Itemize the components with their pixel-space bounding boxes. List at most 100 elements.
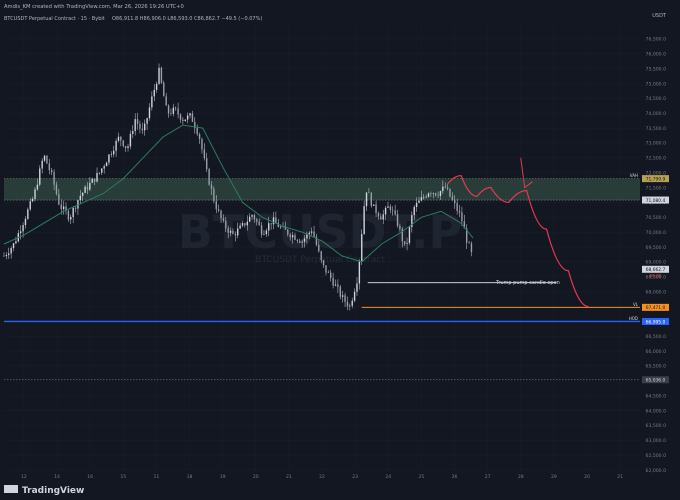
candle-body (353, 291, 356, 301)
projection-path (446, 175, 589, 308)
candle-body (418, 200, 420, 203)
candle-body (241, 223, 244, 226)
candle-body (148, 107, 151, 119)
candle-body (465, 228, 468, 243)
candle-body (31, 198, 34, 202)
pump-annotation: Trump pump candle open (495, 280, 560, 286)
candle-body (127, 146, 129, 149)
y-tick-label: 66,500.0 (646, 334, 667, 340)
x-tick-label: 28 (518, 474, 524, 480)
x-tick-label: 22 (319, 474, 325, 480)
candle-body (468, 242, 470, 244)
candle-body (182, 119, 184, 122)
candle-body (291, 235, 294, 238)
candle-body (110, 154, 113, 155)
candle-body (179, 114, 182, 120)
candle-body (349, 305, 351, 307)
candle-body (365, 192, 368, 207)
y-tick-label: 76,000.0 (646, 52, 667, 58)
candle-body (246, 221, 248, 226)
candle-body (65, 206, 67, 212)
candle-body (356, 283, 358, 292)
y-tick-label: 73,000.0 (646, 141, 667, 147)
label-zone-top: VAH (630, 173, 638, 178)
candle-body (268, 223, 270, 231)
candle-body (215, 201, 217, 210)
candle-body (225, 220, 227, 229)
x-tick-label: 20 (253, 474, 259, 480)
candle-body (437, 195, 439, 197)
candle-body (427, 193, 430, 197)
candle-body (170, 113, 172, 115)
candle-body (399, 225, 401, 229)
candle-body (84, 186, 86, 193)
projection-arrow-icon (520, 157, 533, 189)
candle-body (89, 182, 91, 190)
tag-blue-bg (642, 317, 669, 325)
candle-body (136, 119, 139, 124)
y-tick-label: 65,500.0 (646, 364, 667, 370)
candle-body (10, 248, 12, 254)
x-tick-label: 20 (584, 474, 590, 480)
candle-body (158, 67, 160, 84)
candle-body (370, 193, 372, 206)
candle-body (74, 207, 77, 209)
candle-body (239, 225, 241, 229)
candle-body (461, 212, 463, 222)
ma-line (3, 124, 474, 263)
candle-body (134, 119, 136, 132)
candle-body (403, 241, 406, 244)
candle-body (308, 232, 310, 235)
candle-body (372, 204, 375, 206)
candle-body (139, 123, 141, 129)
candle-body (124, 146, 127, 149)
candle-body (294, 235, 296, 240)
candle-body (29, 201, 31, 210)
x-tick-label: 18 (187, 474, 193, 480)
y-tick-label: 69,500.0 (646, 245, 667, 251)
candle-body (217, 209, 220, 211)
candle-body (315, 236, 318, 245)
y-tick-label: 64,500.0 (646, 393, 667, 399)
price-tags: 71,799.9 71,080.4 68,662.709:00 67,471.0 66,… (629, 173, 669, 384)
candle-body (363, 206, 365, 235)
candle-body (253, 215, 256, 220)
x-tick-label: 14 (54, 474, 60, 480)
candle-body (79, 195, 82, 201)
candle-body (406, 243, 408, 244)
candle-body (346, 301, 349, 307)
candle-body (129, 133, 132, 147)
x-axis: 12 14 16 15 11 18 19 20 21 22 23 24 25 26 27 28 29 20 21 (21, 474, 623, 480)
candle-body (387, 206, 389, 208)
y-tick-label: 68,500.0 (646, 275, 667, 281)
candle-body (430, 193, 432, 194)
candle-body (382, 214, 384, 220)
candle-body (451, 196, 454, 200)
y-tick-label: 70,000.0 (646, 230, 667, 236)
tag-zone-bottom: 71,080.4 (646, 198, 666, 204)
candle-body (220, 210, 222, 219)
candle-body (222, 218, 225, 221)
candle-body (43, 155, 46, 161)
x-tick-label: 21 (286, 474, 292, 480)
candle-body (163, 82, 165, 97)
candle-body (108, 154, 110, 163)
candle-body (96, 172, 98, 182)
candle-body (98, 172, 101, 174)
candle-body (265, 230, 268, 235)
candle-body (5, 255, 8, 256)
y-tick-label: 76,500.0 (646, 37, 667, 43)
candle-body (394, 210, 396, 215)
candle-body (86, 186, 89, 190)
candle-body (337, 284, 339, 287)
y-tick-label: 62,500.0 (646, 453, 667, 459)
candle-body (368, 192, 370, 194)
levels (4, 282, 640, 381)
candle-body (325, 265, 327, 273)
candle-body (263, 234, 265, 235)
candle-body (196, 127, 198, 135)
candle-body (413, 206, 415, 216)
candle-body (120, 136, 122, 141)
